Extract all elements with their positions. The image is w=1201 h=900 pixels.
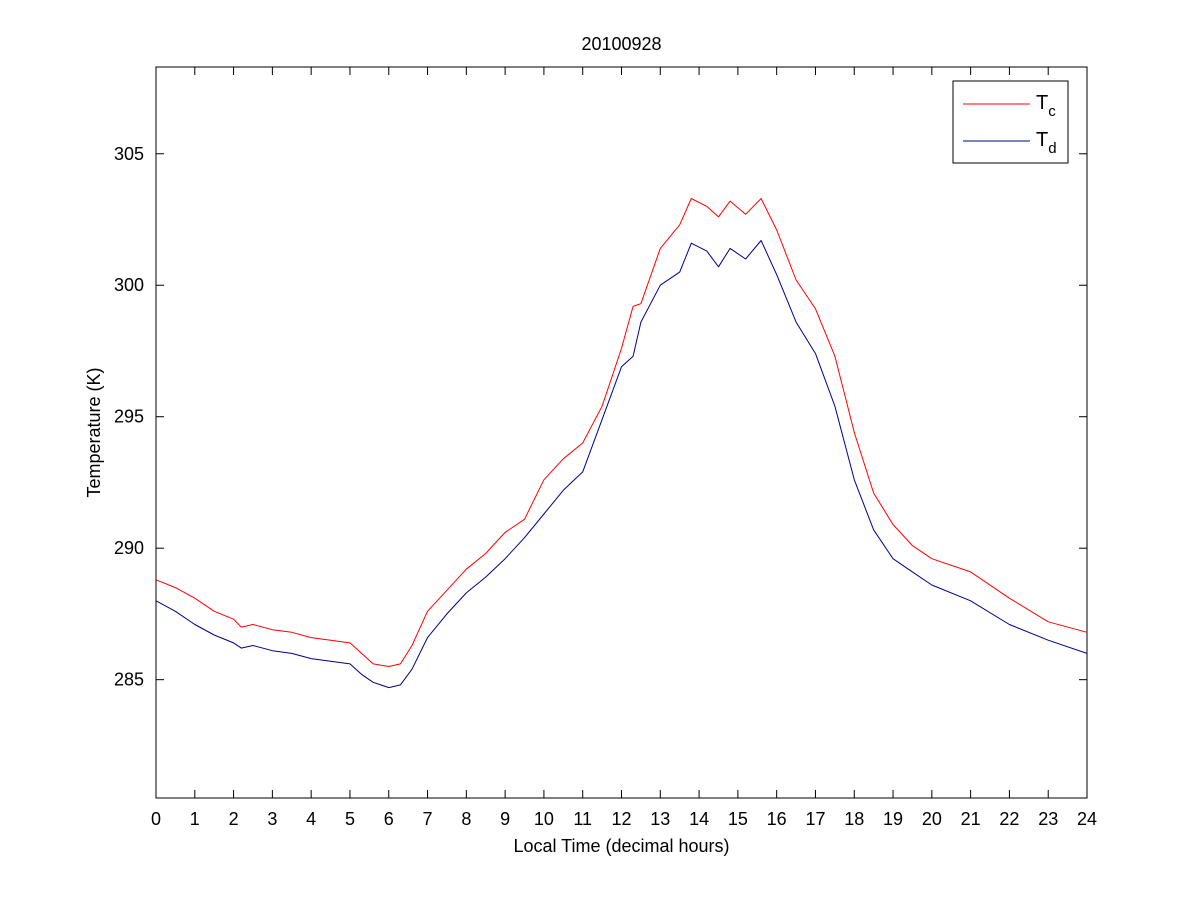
x-tick-label-10: 10 bbox=[534, 809, 554, 829]
legend-label-tc-sub: c bbox=[1048, 103, 1056, 120]
x-tick-label-20: 20 bbox=[922, 809, 942, 829]
y-tick-label-295: 295 bbox=[114, 407, 144, 427]
legend-label-tc: Tc bbox=[1036, 92, 1056, 120]
x-tick-label-8: 8 bbox=[461, 809, 471, 829]
x-tick-label-17: 17 bbox=[805, 809, 825, 829]
series-layer bbox=[155, 198, 1088, 689]
y-tick-label-290: 290 bbox=[114, 538, 144, 558]
x-tick-label-23: 23 bbox=[1038, 809, 1058, 829]
plot-area bbox=[155, 66, 1088, 799]
x-tick-label-12: 12 bbox=[611, 809, 631, 829]
x-tick-label-19: 19 bbox=[883, 809, 903, 829]
y-tick-label-285: 285 bbox=[114, 670, 144, 690]
x-tick-label-18: 18 bbox=[844, 809, 864, 829]
series-line-td bbox=[155, 240, 1088, 689]
chart-title: 20100928 bbox=[581, 34, 661, 54]
legend-box bbox=[952, 80, 1069, 164]
x-tick-label-0: 0 bbox=[151, 809, 161, 829]
x-tick-label-22: 22 bbox=[999, 809, 1019, 829]
x-tick-label-3: 3 bbox=[267, 809, 277, 829]
legend-label-td-sub: d bbox=[1048, 140, 1056, 157]
x-tick-label-2: 2 bbox=[229, 809, 239, 829]
x-tick-label-24: 24 bbox=[1077, 809, 1097, 829]
x-tick-label-1: 1 bbox=[190, 809, 200, 829]
x-tick-label-9: 9 bbox=[500, 809, 510, 829]
x-tick-label-11: 11 bbox=[573, 809, 592, 829]
legend: Tc Td bbox=[952, 80, 1069, 164]
axis-ticks: 0 1 2 3 4 5 6 7 8 9 10 11 12 13 14 15 16 17 18 19 20 21 22 23 24… bbox=[114, 67, 1097, 829]
x-axis-label: Local Time (decimal hours) bbox=[513, 836, 729, 856]
x-tick-label-6: 6 bbox=[384, 809, 394, 829]
y-axis-label: Temperature (K) bbox=[84, 367, 104, 497]
x-tick-label-14: 14 bbox=[689, 809, 709, 829]
x-tick-label-21: 21 bbox=[961, 809, 981, 829]
series-line-tc bbox=[155, 198, 1088, 667]
x-tick-label-5: 5 bbox=[345, 809, 355, 829]
x-tick-label-4: 4 bbox=[306, 809, 316, 829]
x-tick-label-7: 7 bbox=[423, 809, 433, 829]
y-tick-label-305: 305 bbox=[114, 144, 144, 164]
y-tick-label-300: 300 bbox=[114, 275, 144, 295]
x-tick-label-16: 16 bbox=[767, 809, 787, 829]
legend-label-tc-main: T bbox=[1036, 92, 1048, 114]
x-tick-label-13: 13 bbox=[650, 809, 670, 829]
x-tick-label-15: 15 bbox=[728, 809, 748, 829]
legend-label-td-main: T bbox=[1036, 129, 1048, 151]
legend-label-td: Td bbox=[1036, 129, 1057, 157]
